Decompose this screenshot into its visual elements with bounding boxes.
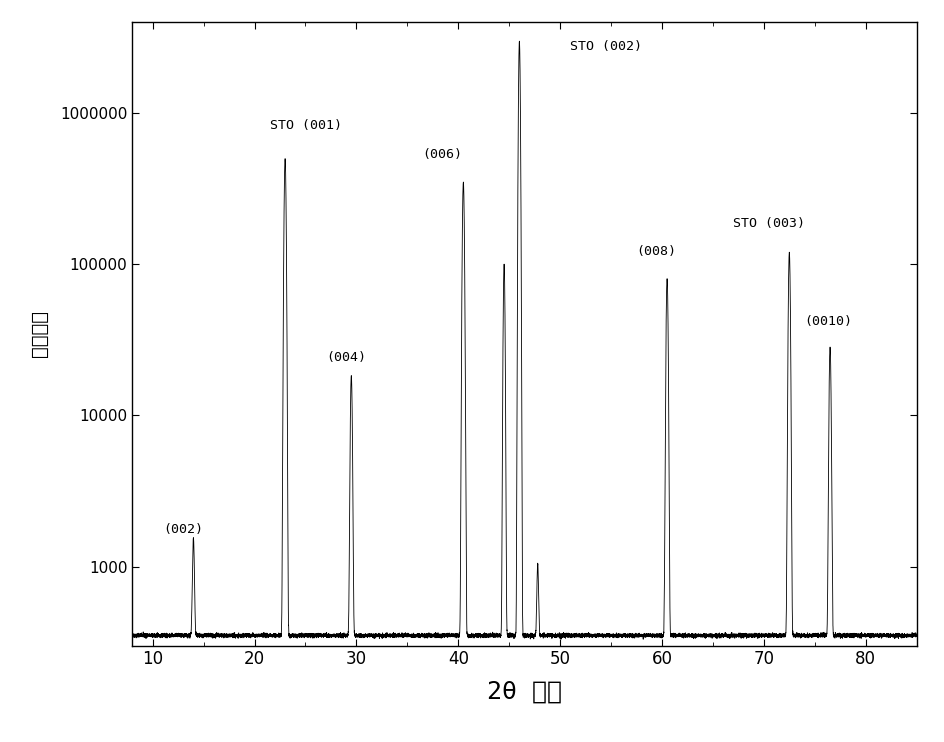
Text: STO (002): STO (002) xyxy=(570,40,642,53)
Text: (002): (002) xyxy=(162,522,203,536)
Text: STO (003): STO (003) xyxy=(733,217,804,229)
Text: STO (001): STO (001) xyxy=(270,119,342,132)
Text: (008): (008) xyxy=(636,245,676,258)
X-axis label: 2θ 角度: 2θ 角度 xyxy=(486,680,562,703)
Y-axis label: 衡射强度: 衡射强度 xyxy=(30,310,49,358)
Text: (006): (006) xyxy=(422,148,463,162)
Text: (0010): (0010) xyxy=(803,315,851,328)
Text: (004): (004) xyxy=(326,351,365,364)
